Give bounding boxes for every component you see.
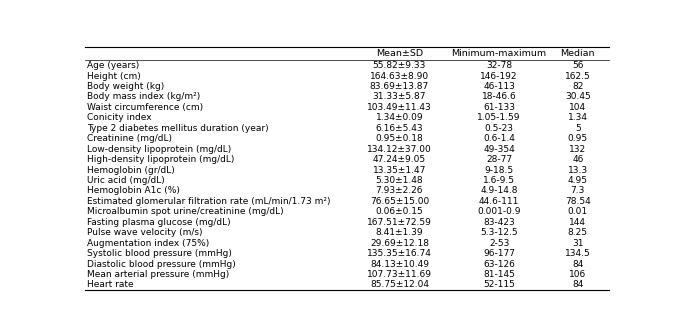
Text: 7.3: 7.3	[571, 186, 585, 196]
Text: 0.95±0.18: 0.95±0.18	[376, 134, 423, 143]
Text: 13.3: 13.3	[568, 166, 588, 175]
Text: Uric acid (mg/dL): Uric acid (mg/dL)	[87, 176, 165, 185]
Text: 44.6-111: 44.6-111	[479, 197, 519, 206]
Text: 28-77: 28-77	[486, 155, 512, 164]
Text: 107.73±11.69: 107.73±11.69	[367, 270, 432, 279]
Text: 18-46.6: 18-46.6	[482, 93, 517, 101]
Text: 78.54: 78.54	[565, 197, 591, 206]
Text: 31: 31	[572, 239, 584, 248]
Text: 6.16±5.43: 6.16±5.43	[376, 124, 423, 133]
Text: 7.93±2.26: 7.93±2.26	[376, 186, 423, 196]
Text: 0.5-23: 0.5-23	[485, 124, 514, 133]
Text: 0.001-0.9: 0.001-0.9	[477, 207, 521, 216]
Text: High-density lipoprotein (mg/dL): High-density lipoprotein (mg/dL)	[87, 155, 235, 164]
Text: 106: 106	[569, 270, 586, 279]
Text: 8.25: 8.25	[568, 228, 588, 237]
Text: Mean arterial pressure (mmHg): Mean arterial pressure (mmHg)	[87, 270, 230, 279]
Text: 61-133: 61-133	[483, 103, 515, 112]
Text: Mean±SD: Mean±SD	[376, 49, 423, 58]
Text: 0.95: 0.95	[568, 134, 588, 143]
Text: 13.35±1.47: 13.35±1.47	[373, 166, 426, 175]
Text: 5: 5	[575, 124, 581, 133]
Text: 83-423: 83-423	[483, 218, 515, 227]
Text: Body mass index (kg/m²): Body mass index (kg/m²)	[87, 93, 200, 101]
Text: Creatinine (mg/dL): Creatinine (mg/dL)	[87, 134, 172, 143]
Text: 1.34: 1.34	[568, 113, 588, 122]
Text: 5.30±1.48: 5.30±1.48	[376, 176, 423, 185]
Text: Low-density lipoprotein (mg/dL): Low-density lipoprotein (mg/dL)	[87, 145, 232, 154]
Text: Systolic blood pressure (mmHg): Systolic blood pressure (mmHg)	[87, 249, 232, 258]
Text: 8.41±1.39: 8.41±1.39	[376, 228, 423, 237]
Text: 103.49±11.43: 103.49±11.43	[367, 103, 432, 112]
Text: 83.69±13.87: 83.69±13.87	[370, 82, 429, 91]
Text: 0.01: 0.01	[568, 207, 588, 216]
Text: 134.5: 134.5	[565, 249, 591, 258]
Text: 146-192: 146-192	[481, 72, 518, 81]
Text: Estimated glomerular filtration rate (mL/min/1.73 m²): Estimated glomerular filtration rate (mL…	[87, 197, 331, 206]
Text: Diastolic blood pressure (mmHg): Diastolic blood pressure (mmHg)	[87, 259, 236, 269]
Text: Augmentation index (75%): Augmentation index (75%)	[87, 239, 209, 248]
Text: 164.63±8.90: 164.63±8.90	[370, 72, 429, 81]
Text: 134.12±37.00: 134.12±37.00	[367, 145, 432, 154]
Text: 81-145: 81-145	[483, 270, 515, 279]
Text: 63-126: 63-126	[483, 259, 515, 269]
Text: 46: 46	[572, 155, 584, 164]
Text: Microalbumin spot urine/creatinine (mg/dL): Microalbumin spot urine/creatinine (mg/d…	[87, 207, 284, 216]
Text: 4.95: 4.95	[568, 176, 588, 185]
Text: 31.33±5.87: 31.33±5.87	[372, 93, 427, 101]
Text: 0.6-1.4: 0.6-1.4	[483, 134, 515, 143]
Text: Body weight (kg): Body weight (kg)	[87, 82, 165, 91]
Text: 2-53: 2-53	[489, 239, 509, 248]
Text: 46-113: 46-113	[483, 82, 515, 91]
Text: 29.69±12.18: 29.69±12.18	[370, 239, 429, 248]
Text: 76.65±15.00: 76.65±15.00	[370, 197, 429, 206]
Text: 30.45: 30.45	[565, 93, 591, 101]
Text: 82: 82	[572, 82, 584, 91]
Text: 9-18.5: 9-18.5	[485, 166, 514, 175]
Text: 84: 84	[572, 280, 584, 289]
Text: 55.82±9.33: 55.82±9.33	[373, 61, 426, 70]
Text: Median: Median	[561, 49, 595, 58]
Text: 84.13±10.49: 84.13±10.49	[370, 259, 429, 269]
Text: Height (cm): Height (cm)	[87, 72, 141, 81]
Text: 47.24±9.05: 47.24±9.05	[373, 155, 426, 164]
Text: 135.35±16.74: 135.35±16.74	[367, 249, 432, 258]
Text: 144: 144	[569, 218, 586, 227]
Text: 132: 132	[569, 145, 586, 154]
Text: Hemoglobin A1c (%): Hemoglobin A1c (%)	[87, 186, 180, 196]
Text: Heart rate: Heart rate	[87, 280, 134, 289]
Text: 84: 84	[572, 259, 584, 269]
Text: Age (years): Age (years)	[87, 61, 139, 70]
Text: 49-354: 49-354	[483, 145, 515, 154]
Text: Pulse wave velocity (m/s): Pulse wave velocity (m/s)	[87, 228, 202, 237]
Text: 167.51±72.59: 167.51±72.59	[367, 218, 432, 227]
Text: 162.5: 162.5	[565, 72, 591, 81]
Text: Fasting plasma glucose (mg/dL): Fasting plasma glucose (mg/dL)	[87, 218, 231, 227]
Text: Minimum-maximum: Minimum-maximum	[452, 49, 547, 58]
Text: 5.3-12.5: 5.3-12.5	[480, 228, 518, 237]
Text: 104: 104	[569, 103, 586, 112]
Text: 1.05-1.59: 1.05-1.59	[477, 113, 521, 122]
Text: Conicity index: Conicity index	[87, 113, 152, 122]
Text: 1.6-9.5: 1.6-9.5	[483, 176, 515, 185]
Text: 96-177: 96-177	[483, 249, 515, 258]
Text: 56: 56	[572, 61, 584, 70]
Text: 32-78: 32-78	[486, 61, 512, 70]
Text: 1.34±0.09: 1.34±0.09	[376, 113, 423, 122]
Text: 4.9-14.8: 4.9-14.8	[481, 186, 518, 196]
Text: Hemoglobin (gr/dL): Hemoglobin (gr/dL)	[87, 166, 175, 175]
Text: Waist circumference (cm): Waist circumference (cm)	[87, 103, 203, 112]
Text: 0.06±0.15: 0.06±0.15	[376, 207, 423, 216]
Text: Type 2 diabetes mellitus duration (year): Type 2 diabetes mellitus duration (year)	[87, 124, 269, 133]
Text: 85.75±12.04: 85.75±12.04	[370, 280, 429, 289]
Text: 52-115: 52-115	[483, 280, 515, 289]
